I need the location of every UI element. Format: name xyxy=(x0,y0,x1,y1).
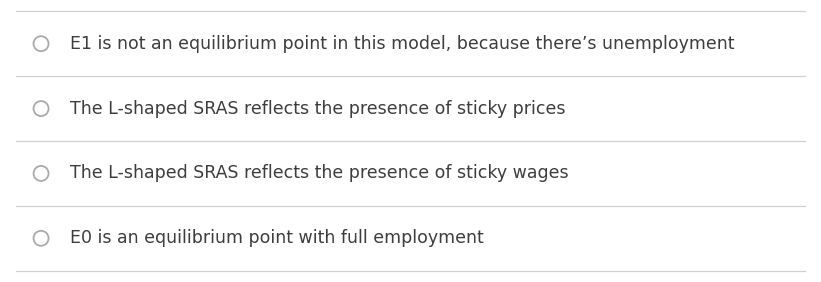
Text: E0 is an equilibrium point with full employment: E0 is an equilibrium point with full emp… xyxy=(70,229,484,247)
Ellipse shape xyxy=(34,231,48,246)
Text: The L-shaped SRAS reflects the presence of sticky wages: The L-shaped SRAS reflects the presence … xyxy=(70,164,568,182)
Text: The L-shaped SRAS reflects the presence of sticky prices: The L-shaped SRAS reflects the presence … xyxy=(70,100,566,118)
Text: E1 is not an equilibrium point in this model, because there’s unemployment: E1 is not an equilibrium point in this m… xyxy=(70,35,734,53)
Ellipse shape xyxy=(34,166,48,181)
Ellipse shape xyxy=(34,101,48,116)
Ellipse shape xyxy=(34,36,48,51)
